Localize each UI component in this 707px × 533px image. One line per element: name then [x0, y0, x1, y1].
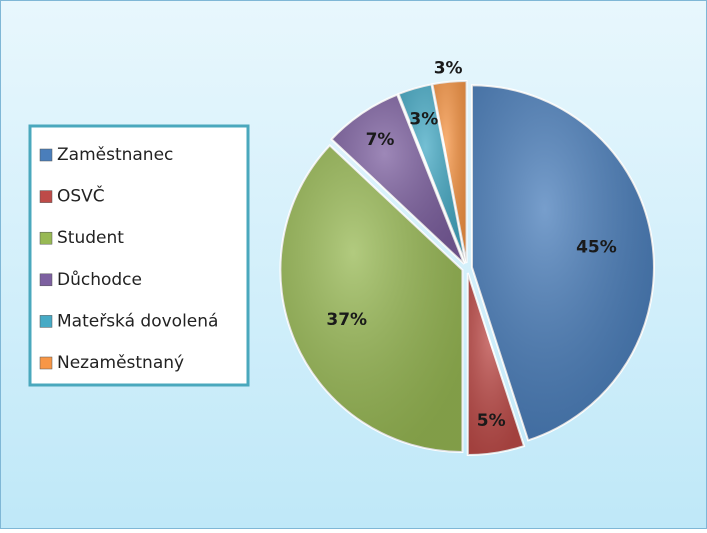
- data-label: 45%: [576, 238, 617, 258]
- slice-shade: [280, 145, 463, 452]
- legend-swatch: [39, 190, 53, 203]
- legend-label: Student: [57, 228, 124, 248]
- slice-shade: [331, 94, 465, 264]
- legend-label: Důchodce: [57, 270, 142, 290]
- data-label: 3%: [409, 109, 438, 129]
- data-label: 3%: [434, 59, 463, 79]
- slice-shade: [398, 84, 466, 264]
- legend-label: Zaměstnanec: [57, 145, 173, 165]
- data-label: 7%: [366, 130, 395, 150]
- slice-shade: [467, 272, 525, 455]
- data-label: 37%: [326, 310, 367, 330]
- data-label: 5%: [477, 411, 506, 431]
- legend-box: [28, 124, 250, 387]
- legend-swatch: [39, 273, 53, 287]
- legend-label: OSVČ: [57, 185, 105, 207]
- slice-shade: [471, 85, 654, 441]
- legend-swatch: [39, 148, 53, 162]
- legend-swatch: [39, 356, 53, 370]
- legend-label: Nezaměstnaný: [57, 353, 184, 373]
- legend-swatch: [39, 315, 53, 328]
- legend-label: Mateřská dovolená: [57, 311, 218, 331]
- slice-shade: [432, 81, 467, 264]
- legend-swatch: [39, 231, 53, 245]
